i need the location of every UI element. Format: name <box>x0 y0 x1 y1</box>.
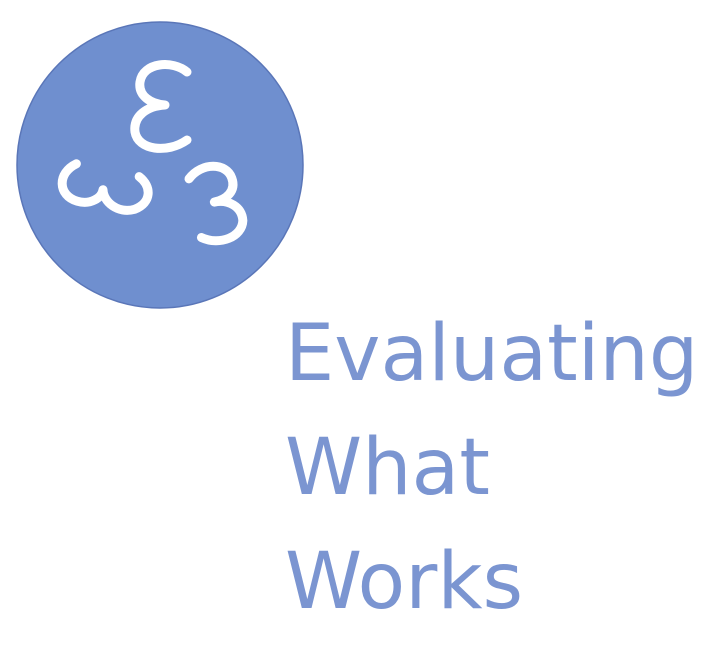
logo-circle-icon <box>16 21 304 309</box>
wordmark: Evaluating What Works <box>285 297 698 639</box>
wordmark-line-2: What <box>285 423 490 513</box>
wordmark-line-3: Works <box>285 537 524 627</box>
wordmark-line-1: Evaluating <box>285 309 699 399</box>
logo <box>15 20 305 310</box>
